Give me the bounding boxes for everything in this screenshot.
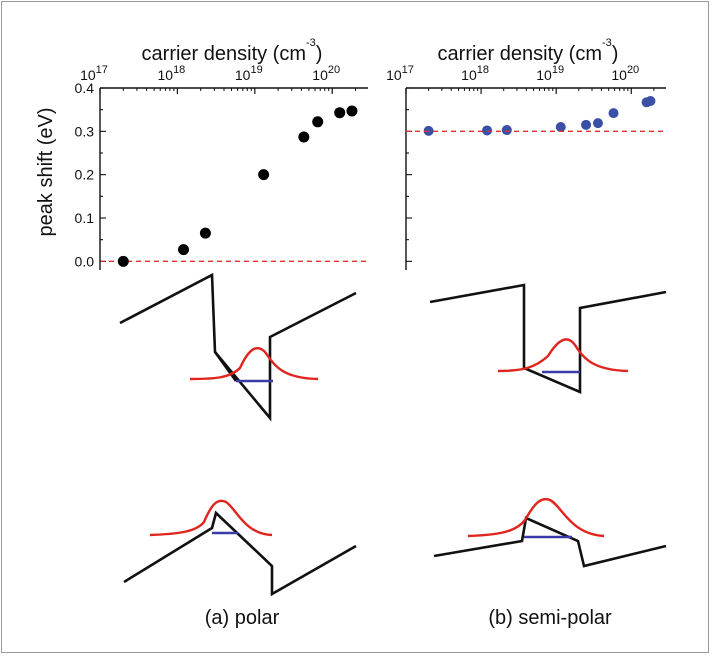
polar-data-point (199, 227, 211, 239)
semipolar-x-tick-label: 1019 (536, 64, 564, 83)
semipolar-data-point (581, 119, 592, 130)
semipolar-band-diagram-bottom (433, 497, 667, 568)
polar-data-point (312, 116, 324, 128)
semipolar-band-diagram-top (429, 283, 667, 394)
polar-band-diagram-bottom (123, 499, 357, 597)
polar-top-wavefunction (189, 346, 319, 381)
semipolar-x-axis-label: carrier density (cm-3) (438, 37, 619, 65)
polar-caption: (a) polar (205, 607, 280, 629)
polar-top-well-bottom (213, 351, 238, 382)
semipolar-axes: carrier density (cm-3) 1017 1018 1019 1020 (386, 37, 666, 270)
semipolar-bottom-band-edge (433, 516, 667, 568)
semipolar-bottom-wavefunction (467, 497, 605, 538)
polar-y-tick-label: 0.3 (75, 123, 95, 139)
semipolar-x-tick-label: 1020 (611, 64, 639, 83)
polar-x-tick-label: 1019 (235, 64, 263, 83)
semipolar-top-wavefunction (497, 338, 629, 373)
polar-y-tick-label: 0.2 (75, 167, 95, 183)
polar-bottom-band-edge (123, 510, 357, 597)
semipolar-top-band-edge (429, 283, 667, 394)
polar-data-point (346, 105, 358, 117)
polar-data-points (117, 105, 358, 267)
semipolar-data-point (608, 108, 619, 119)
semipolar-x-ticks: 1017 1018 1019 1020 (386, 64, 655, 94)
semipolar-data-point (555, 122, 566, 132)
semipolar-x-tick-label: 1018 (461, 64, 489, 83)
polar-bottom-wavefunction (149, 499, 273, 537)
semipolar-data-point (482, 125, 493, 136)
polar-axes: carrier density (cm-3) peak shift (eV) 1… (35, 37, 368, 270)
polar-x-tick-label: 1017 (80, 64, 108, 83)
polar-y-tick-label: 0.1 (75, 210, 95, 226)
polar-x-ticks: 1017 1018 1019 1020 (80, 64, 357, 94)
polar-y-axis-label: peak shift (eV) (35, 108, 57, 237)
polar-data-point (258, 169, 270, 181)
polar-band-diagram-top (119, 272, 357, 422)
polar-data-point (298, 131, 310, 143)
polar-y-ticks: 0.0 0.1 0.2 0.3 0.4 (75, 80, 106, 269)
polar-y-tick-label: 0.4 (75, 80, 95, 96)
polar-y-tick-label: 0.0 (75, 253, 95, 269)
polar-top-band-edge (119, 272, 357, 422)
polar-x-tick-label: 1018 (157, 64, 185, 83)
polar-x-tick-label: 1020 (312, 64, 340, 83)
semipolar-data-point (645, 96, 656, 106)
polar-data-point (117, 255, 129, 267)
semipolar-x-tick-label: 1017 (386, 64, 414, 83)
semipolar-data-point (592, 118, 603, 129)
semipolar-data-point (501, 125, 512, 136)
semipolar-caption: (b) semi-polar (488, 607, 612, 629)
polar-data-point (334, 107, 346, 119)
semipolar-data-points (423, 96, 656, 136)
polar-data-point (178, 244, 190, 256)
semipolar-y-ticks (406, 87, 412, 262)
polar-x-axis-label: carrier density (cm-3) (142, 37, 323, 65)
